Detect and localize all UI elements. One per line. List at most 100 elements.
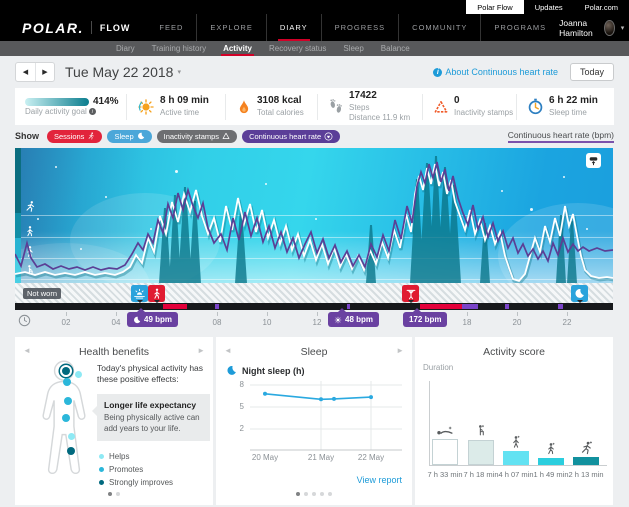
walking-level-icon xyxy=(27,226,33,237)
standing-icon xyxy=(513,435,520,448)
bar-standing xyxy=(501,381,531,465)
walking-icon xyxy=(153,288,160,299)
tab-updates[interactable]: Updates xyxy=(534,2,563,12)
card-title: Health benefits xyxy=(78,346,150,358)
carousel-dot[interactable] xyxy=(328,492,332,496)
carousel-dot[interactable] xyxy=(296,492,300,496)
activity-goal-progress-bar xyxy=(25,97,89,106)
bar-label: 2 h 13 min xyxy=(568,470,604,479)
tab-polar-com[interactable]: Polar.com xyxy=(584,2,618,12)
carousel-dot[interactable] xyxy=(304,492,308,496)
axis-hour: 02 xyxy=(57,312,75,327)
polar-logo[interactable]: POLAR. xyxy=(22,19,84,36)
axis-hour: 10 xyxy=(258,312,276,327)
subnav-balance[interactable]: Balance xyxy=(380,44,410,53)
nav-item-programs[interactable]: PROGRAMS xyxy=(480,14,559,41)
about-continuous-hr-link[interactable]: i About Continuous heart rate xyxy=(433,67,558,77)
carousel-dot[interactable] xyxy=(116,492,120,496)
max-hr-badge[interactable]: 172 bpm xyxy=(403,308,448,327)
nav-item-diary[interactable]: DIARY xyxy=(265,14,321,41)
subnav-activity[interactable]: Activity xyxy=(221,41,254,56)
card-prev-button[interactable]: ◄ xyxy=(23,346,31,355)
timeline-segment xyxy=(558,304,563,309)
subnav-recovery-status[interactable]: Recovery status xyxy=(268,44,327,53)
nav-item-progress[interactable]: PROGRESS xyxy=(320,14,399,41)
benefit-dot xyxy=(62,367,70,375)
strength-session-marker[interactable] xyxy=(402,285,419,303)
activity-goal-percent: 414% xyxy=(93,96,119,107)
subnav-diary[interactable]: Diary xyxy=(116,44,135,53)
heart-icon xyxy=(324,132,333,140)
steps-distance: Distance 11.9 km xyxy=(349,112,411,122)
warning-triangle-icon xyxy=(434,100,448,113)
sleep-start-marker[interactable] xyxy=(571,285,588,303)
weightlifting-icon xyxy=(406,289,415,299)
not-worn-band: Not worn xyxy=(15,283,613,303)
tab-polar-flow[interactable]: Polar Flow xyxy=(466,0,524,14)
stat-inactivity: 0 Inactivity stamps xyxy=(422,93,516,120)
filter-inactivity-stamps[interactable]: Inactivity stamps xyxy=(156,129,238,143)
goal-info-icon[interactable]: i xyxy=(88,108,96,116)
axis-hour: 04 xyxy=(107,312,125,327)
view-report-link[interactable]: View report xyxy=(356,475,402,485)
sleep-chart xyxy=(250,381,402,451)
nav-item-feed[interactable]: FEED xyxy=(159,23,184,32)
benefit-dot xyxy=(67,447,75,455)
axis-hour: 08 xyxy=(208,312,226,327)
filter-sessions[interactable]: Sessions xyxy=(47,129,103,143)
nav-item-explore[interactable]: EXPLORE xyxy=(196,14,265,41)
flow-wordmark[interactable]: FLOW xyxy=(90,21,131,34)
pointer-tooltip-toggle[interactable] xyxy=(586,153,601,168)
bar-label: 7 h 18 min xyxy=(463,470,499,479)
filter-continuous-hr[interactable]: Continuous heart rate xyxy=(242,129,341,143)
filter-sleep[interactable]: Sleep xyxy=(107,129,152,143)
benefit-dot xyxy=(68,433,75,440)
day-min-hr-badge[interactable]: 48 bpm xyxy=(328,308,380,327)
moon-icon xyxy=(137,132,144,140)
walking-session-marker[interactable] xyxy=(148,285,165,303)
page-date-title[interactable]: Tue May 22 2018 xyxy=(65,64,174,80)
sleep-legend-label: Night sleep (h) xyxy=(242,365,305,376)
flame-icon xyxy=(239,99,249,113)
nav-item-community[interactable]: COMMUNITY xyxy=(398,14,480,41)
sunrise-marker[interactable] xyxy=(131,285,148,303)
hr-axis-label[interactable]: Continuous heart rate (bpm) xyxy=(507,130,614,143)
footprints-icon xyxy=(330,98,342,113)
card-next-button[interactable]: ► xyxy=(197,346,205,355)
next-day-button[interactable]: ▶ xyxy=(35,63,54,81)
sleep-ytick: 5 xyxy=(239,402,244,411)
today-button[interactable]: Today xyxy=(569,63,614,81)
activity-gauge xyxy=(15,148,21,213)
date-dropdown-caret-icon[interactable]: ▾ xyxy=(177,69,181,76)
prev-day-button[interactable]: ◀ xyxy=(22,69,29,76)
subnav-sleep[interactable]: Sleep xyxy=(343,44,364,53)
subnav-training-history[interactable]: Training history xyxy=(151,44,207,53)
carousel-dot[interactable] xyxy=(312,492,316,496)
sleep-xlabel: 20 May xyxy=(251,453,279,462)
show-label: Show xyxy=(15,131,39,141)
warning-triangle-icon xyxy=(222,132,230,139)
clock-icon xyxy=(528,98,543,115)
bar-sitting xyxy=(466,381,496,465)
card-title: Activity score xyxy=(483,346,545,358)
card-prev-button[interactable]: ◄ xyxy=(224,346,232,355)
card-next-button[interactable]: ► xyxy=(396,346,404,355)
benefit-dot xyxy=(75,371,82,378)
carousel-dot[interactable] xyxy=(320,492,324,496)
duration-baseline xyxy=(429,465,607,466)
night-min-hr-badge[interactable]: 49 bpm xyxy=(127,308,179,327)
moon-icon xyxy=(134,316,141,323)
carousel-dots xyxy=(216,492,412,496)
user-name[interactable]: Joanna Hamilton xyxy=(559,17,593,38)
continuous-hr-chart[interactable]: Not worn xyxy=(15,148,613,310)
bar-label: 4 h 07 min xyxy=(498,470,534,479)
chevron-down-icon[interactable]: ▾ xyxy=(620,24,625,32)
top-site-bar: Polar Flow Updates Polar.com xyxy=(0,0,629,14)
sun-icon xyxy=(334,316,342,323)
date-bar: ◀ ▶ Tue May 22 2018 ▾ i About Continuous… xyxy=(15,61,614,83)
avatar[interactable] xyxy=(604,19,615,36)
carousel-dot[interactable] xyxy=(108,492,112,496)
main-nav: POLAR. FLOW FEED EXPLORE DIARY PROGRESS … xyxy=(0,14,629,41)
heart-rate-line xyxy=(15,161,613,271)
